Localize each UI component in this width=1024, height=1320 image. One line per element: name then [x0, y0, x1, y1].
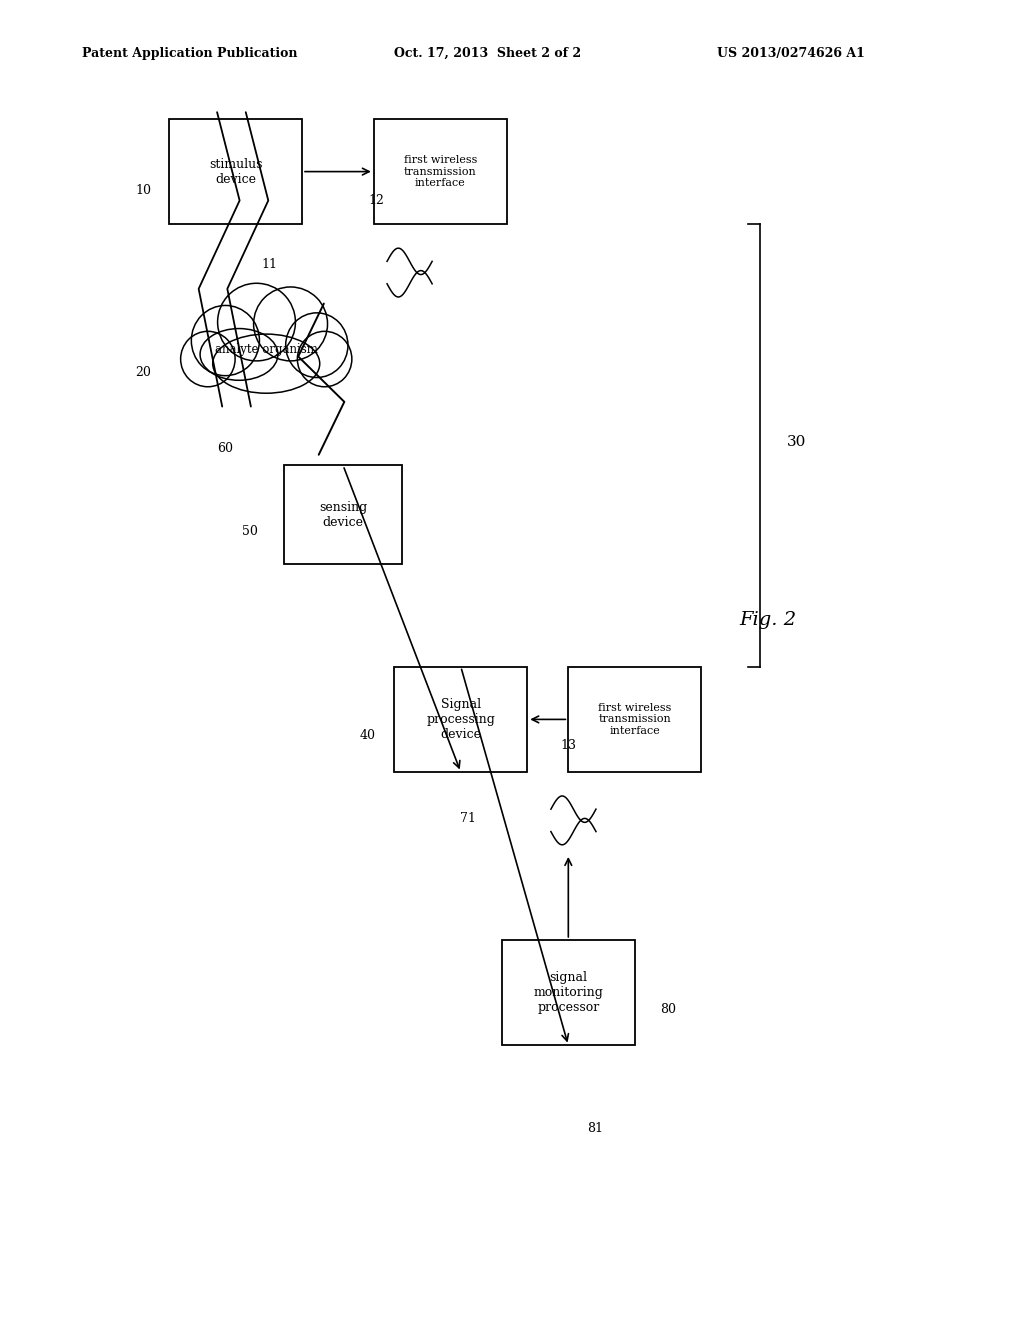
FancyBboxPatch shape — [502, 940, 635, 1045]
Text: Signal
processing
device: Signal processing device — [426, 698, 496, 741]
Ellipse shape — [200, 329, 278, 380]
Ellipse shape — [286, 313, 348, 378]
Text: analyte organism: analyte organism — [215, 343, 317, 356]
Ellipse shape — [254, 286, 328, 360]
Text: 12: 12 — [369, 194, 385, 207]
Text: 11: 11 — [261, 257, 278, 271]
Text: 81: 81 — [587, 1122, 603, 1135]
FancyBboxPatch shape — [568, 667, 701, 772]
FancyBboxPatch shape — [394, 667, 527, 772]
Text: US 2013/0274626 A1: US 2013/0274626 A1 — [717, 46, 864, 59]
FancyBboxPatch shape — [374, 119, 507, 224]
Ellipse shape — [297, 331, 352, 387]
Text: first wireless
transmission
interface: first wireless transmission interface — [403, 154, 477, 189]
Text: Oct. 17, 2013  Sheet 2 of 2: Oct. 17, 2013 Sheet 2 of 2 — [394, 46, 582, 59]
FancyBboxPatch shape — [169, 119, 302, 224]
Text: 71: 71 — [460, 812, 476, 825]
Ellipse shape — [217, 284, 295, 360]
Text: 50: 50 — [242, 525, 258, 539]
Text: 20: 20 — [135, 366, 152, 379]
Text: 40: 40 — [359, 729, 376, 742]
Text: 13: 13 — [560, 739, 577, 752]
Text: first wireless
transmission
interface: first wireless transmission interface — [598, 702, 672, 737]
Text: signal
monitoring
processor: signal monitoring processor — [534, 972, 603, 1014]
Text: 80: 80 — [660, 1003, 677, 1016]
Text: 10: 10 — [135, 183, 152, 197]
Text: Patent Application Publication: Patent Application Publication — [82, 46, 297, 59]
Text: Fig. 2: Fig. 2 — [739, 611, 797, 630]
Text: 30: 30 — [786, 436, 806, 449]
Ellipse shape — [180, 331, 236, 387]
Ellipse shape — [213, 334, 319, 393]
FancyBboxPatch shape — [285, 466, 401, 565]
Ellipse shape — [191, 305, 259, 376]
Text: sensing
device: sensing device — [318, 500, 368, 529]
Text: stimulus
device: stimulus device — [209, 157, 262, 186]
Text: 60: 60 — [217, 442, 233, 455]
